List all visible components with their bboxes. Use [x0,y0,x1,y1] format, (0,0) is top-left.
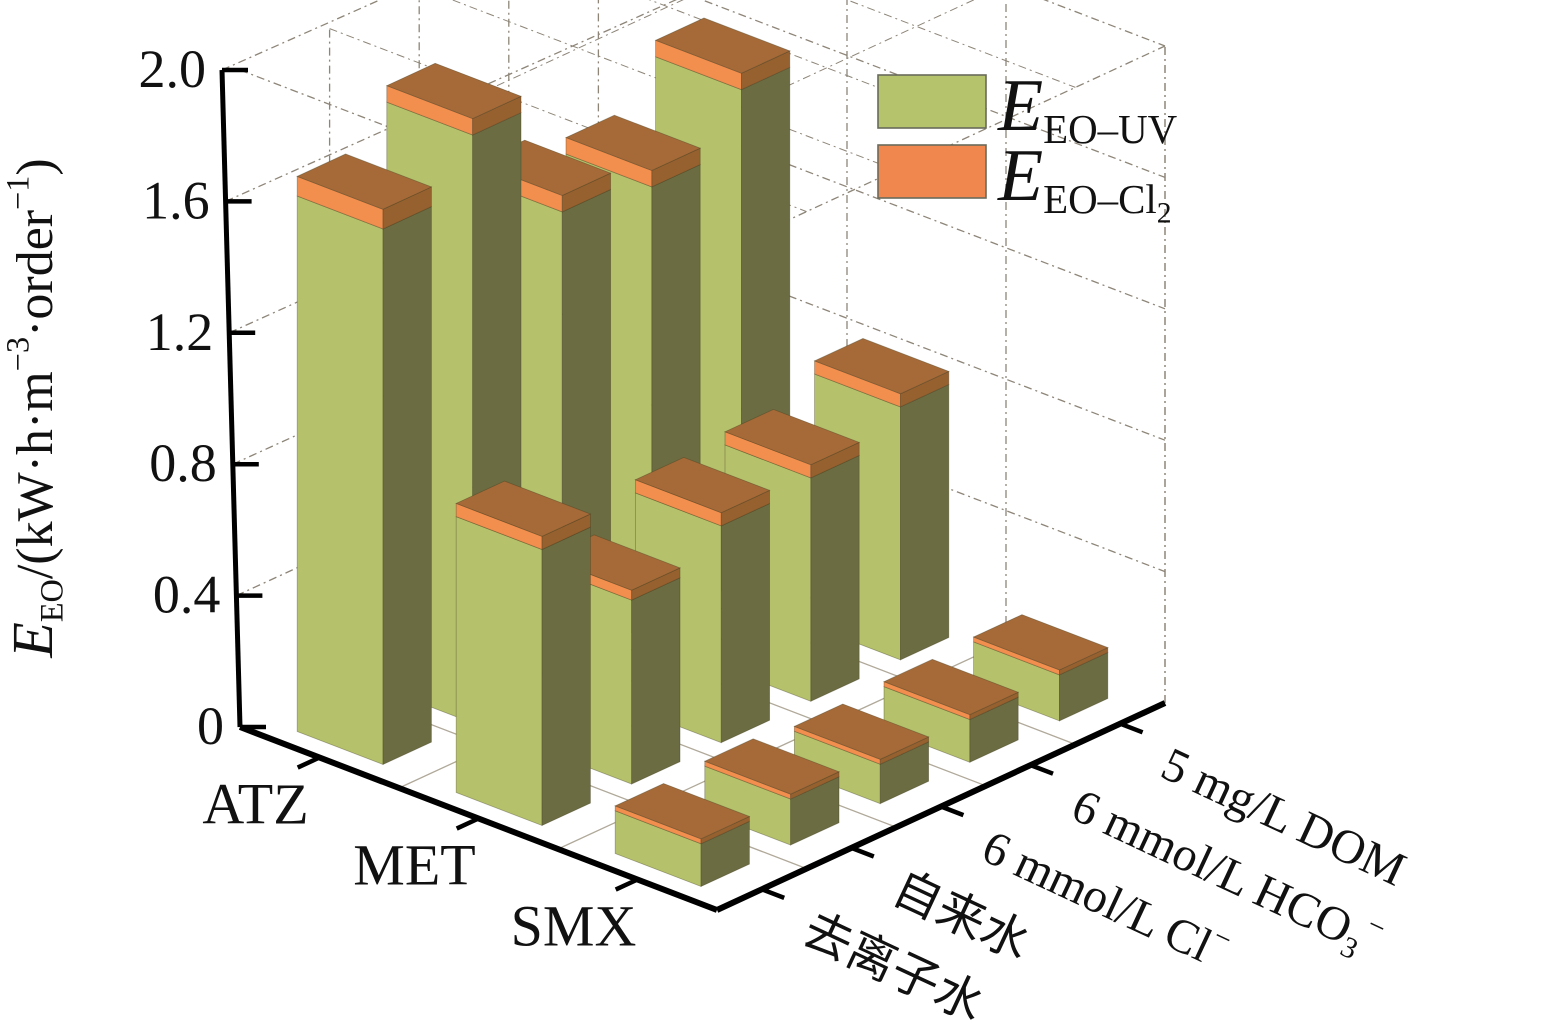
bar-uv-side-face [900,383,950,661]
depth-axis-tick [1119,721,1144,735]
value-axis-line [219,69,243,728]
category-axis-tick [614,877,639,892]
bar-met-d0 [455,480,592,827]
bar-smx-d2 [793,703,930,805]
bar-cl2-top-face [654,17,791,74]
bar-cl2-top-face [455,480,592,537]
legend-swatch-uv [877,74,987,129]
bar-cl2-top-face [703,738,841,795]
category-axis-tick [296,755,321,770]
depth-axis-tick [1029,762,1054,776]
bar-uv-side-face [541,526,591,827]
legend-label-uv: EEO–UV [997,64,1178,152]
legend-label-cl2: EEO–Cl2 [997,134,1172,229]
bar-cl2-top-face [564,114,702,171]
bar-cl2-top-face [972,614,1109,671]
category-label-met: MET [353,833,475,898]
bar-atz-d0 [296,153,433,766]
bar-cl2-top-face [385,62,523,120]
value-tick-label: 0 [197,696,224,756]
depth-axis-tick [850,845,875,859]
legend-swatch-cl2 [877,144,987,199]
value-axis-title: EEO/(kW·h·m−3·order−1) [0,158,69,658]
bar-uv-side-face [382,206,432,766]
bar-cl2-top-face [614,783,751,840]
bar-smx-d0 [614,783,751,888]
value-tick-label: 1.2 [146,302,214,362]
bar-cl2-top-face [634,456,771,514]
category-label-atz: ATZ [202,772,308,837]
depth-axis-tick [760,887,786,900]
bar-cl2-top-face [296,153,433,210]
bar-uv-front-face [296,195,384,766]
category-label-smx: SMX [511,894,637,959]
bar-cl2-top-face [723,408,861,466]
value-tick-label: 1.6 [142,170,210,230]
bar-smx-d3 [882,658,1020,763]
legend [877,74,987,199]
bar-cl2-top-face [793,703,930,760]
left-wall-gridline [221,0,382,71]
bar-cl2-top-face [882,658,1020,716]
bar-uv-side-face [810,454,860,702]
bar-smx-d1 [703,738,841,846]
bar-uv-front-face [455,515,543,827]
ceiling-gridline [398,0,684,132]
bar-uv-side-face [720,502,771,744]
value-tick-label: 0.4 [153,565,221,625]
bar-cl2-top-face [813,338,950,395]
value-tick-label: 2.0 [139,39,207,99]
ceiling-gridline [329,28,807,213]
bar-smx-d4 [972,614,1109,722]
bar-uv-side-face [631,577,681,785]
value-tick-label: 0.8 [149,433,217,493]
category-axis-tick [455,816,480,831]
depth-axis-tick [940,804,965,818]
